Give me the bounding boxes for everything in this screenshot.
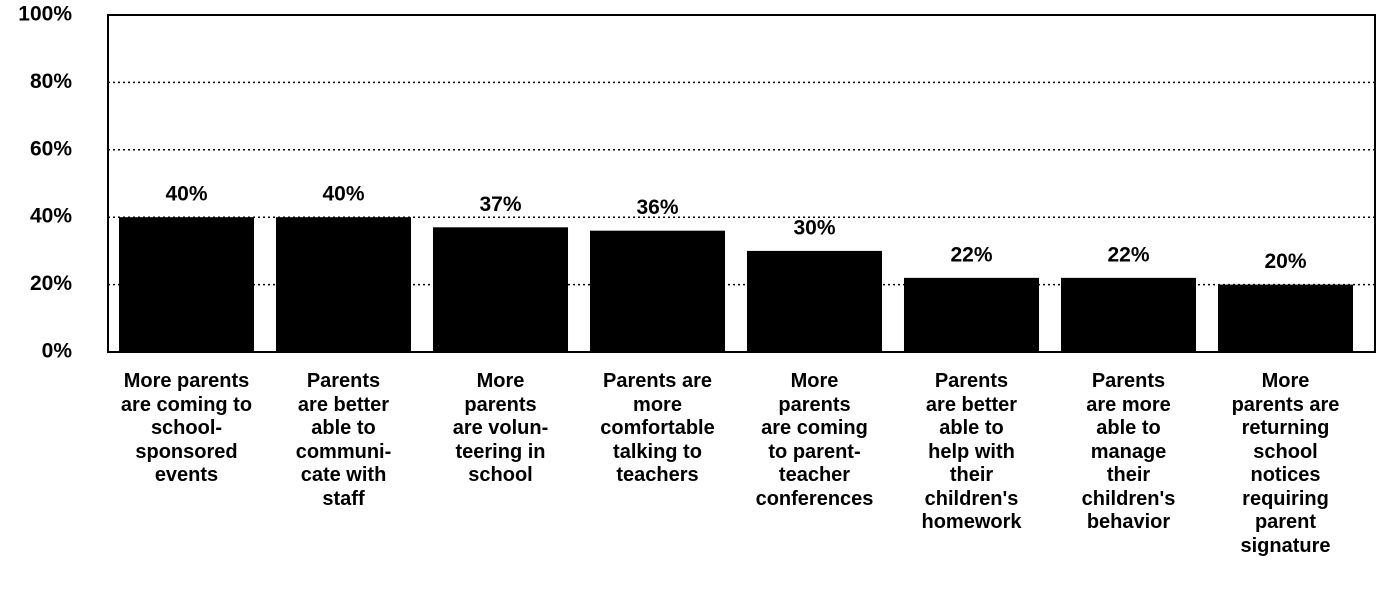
- value-label: 22%: [950, 243, 992, 266]
- value-label: 30%: [793, 216, 835, 239]
- bar: [432, 227, 569, 352]
- x-tick-label: Parents are more able to manage their ch…: [1081, 370, 1176, 533]
- y-tick-label: 80%: [30, 70, 72, 93]
- bar: [746, 250, 883, 352]
- x-tick-label: More parents are coming to parent- teach…: [755, 370, 874, 510]
- y-tick-label: 0%: [42, 340, 73, 363]
- value-label: 37%: [479, 193, 521, 216]
- value-label: 40%: [322, 183, 364, 206]
- y-tick-label: 40%: [30, 205, 72, 228]
- bar: [903, 277, 1040, 352]
- x-tick-label: Parents are better able to communi- cate…: [295, 370, 392, 510]
- value-label: 36%: [636, 196, 678, 219]
- value-label: 40%: [165, 183, 207, 206]
- y-tick-label: 20%: [30, 272, 72, 295]
- x-tick-label: Parents are better able to help with the…: [921, 370, 1022, 533]
- plot-frame: [107, 14, 1376, 353]
- bar: [118, 217, 255, 352]
- bar: [589, 230, 726, 352]
- bar: [1217, 284, 1354, 352]
- x-tick-label: More parents are coming to school- spons…: [120, 370, 253, 486]
- value-label: 22%: [1107, 243, 1149, 266]
- bar: [1060, 277, 1197, 352]
- x-tick-label: Parents are more comfortable talking to …: [600, 370, 715, 486]
- x-tick-label: More parents are volun- teering in schoo…: [452, 370, 549, 486]
- bar: [275, 217, 412, 352]
- y-tick-label: 100%: [18, 3, 72, 26]
- value-label: 20%: [1264, 250, 1306, 273]
- x-tick-label: More parents are returning school notice…: [1231, 370, 1340, 557]
- y-tick-label: 60%: [30, 137, 72, 160]
